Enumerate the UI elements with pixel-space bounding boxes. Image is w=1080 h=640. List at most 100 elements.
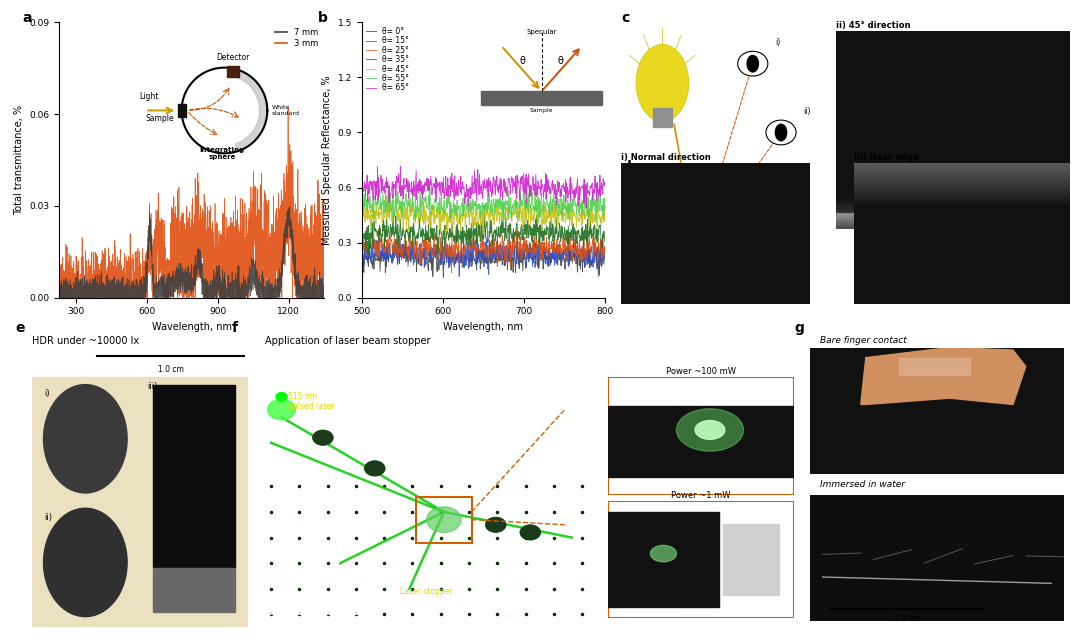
θ= 0°: [438, 234, 451, 241]
θ= 55°: [418, 197, 431, 205]
Circle shape: [268, 399, 295, 420]
θ= 45°: [499, 207, 512, 214]
θ= 15°: [418, 264, 431, 271]
θ= 25°: [418, 244, 431, 252]
θ= 55°: [467, 202, 480, 209]
θ= 25°: [373, 225, 386, 233]
θ= 25°: [445, 269, 458, 276]
Text: a: a: [23, 12, 31, 26]
θ= 65°: [399, 184, 411, 191]
Circle shape: [485, 517, 507, 532]
Ellipse shape: [43, 508, 127, 616]
θ= 35°: [539, 231, 552, 239]
Y-axis label: Total transmittance, %: Total transmittance, %: [14, 105, 24, 215]
Y-axis label: Measured Specular Reflectance, %: Measured Specular Reflectance, %: [322, 75, 333, 245]
Text: i): i): [775, 38, 781, 47]
Title: Power ~1 mW: Power ~1 mW: [671, 491, 730, 500]
θ= 35°: [499, 214, 512, 221]
Circle shape: [312, 430, 334, 445]
θ= 55°: [399, 199, 411, 207]
θ= 65°: [598, 179, 611, 187]
Text: ii) 45° direction: ii) 45° direction: [836, 21, 910, 30]
θ= 65°: [539, 186, 552, 193]
X-axis label: Wavelength, nm: Wavelength, nm: [151, 322, 232, 332]
Text: 515 nm
pulsed laser: 515 nm pulsed laser: [288, 392, 335, 411]
θ= 55°: [539, 208, 552, 216]
Circle shape: [751, 212, 762, 228]
θ= 0°: [355, 260, 368, 268]
θ= 55°: [423, 183, 436, 191]
Text: Laser stopper: Laser stopper: [401, 588, 453, 596]
θ= 25°: [499, 247, 512, 255]
Text: g: g: [795, 321, 805, 335]
Polygon shape: [861, 348, 1026, 404]
Bar: [153, 385, 235, 568]
Text: i) Normal direction: i) Normal direction: [621, 154, 711, 163]
Circle shape: [275, 392, 287, 401]
θ= 35°: [518, 218, 531, 226]
Bar: [810, 402, 1064, 468]
θ= 65°: [580, 204, 593, 212]
Text: iii): iii): [779, 195, 788, 204]
Line: θ= 0°: θ= 0°: [362, 237, 605, 277]
θ= 15°: [499, 261, 512, 269]
Line: θ= 35°: θ= 35°: [362, 205, 605, 254]
θ= 55°: [499, 196, 512, 204]
Legend: 7 mm, 3 mm: 7 mm, 3 mm: [273, 27, 320, 49]
Line: θ= 15°: θ= 15°: [362, 235, 605, 276]
θ= 25°: [518, 233, 531, 241]
θ= 0°: [539, 260, 552, 268]
θ= 45°: [380, 192, 393, 200]
Text: b: b: [319, 12, 328, 26]
Circle shape: [696, 420, 725, 440]
Bar: [639, 251, 781, 264]
θ= 45°: [476, 230, 489, 238]
θ= 55°: [355, 205, 368, 213]
θ= 25°: [399, 236, 411, 244]
θ= 0°: [467, 257, 480, 264]
θ= 15°: [465, 250, 478, 258]
Circle shape: [519, 525, 541, 540]
Text: 1.0 cm: 1.0 cm: [158, 365, 184, 374]
θ= 35°: [418, 230, 431, 238]
Line: θ= 25°: θ= 25°: [362, 229, 605, 273]
θ= 65°: [355, 173, 368, 180]
Bar: [899, 358, 970, 376]
Text: 1.0 cm: 1.0 cm: [640, 484, 660, 489]
θ= 45°: [598, 211, 611, 218]
θ= 55°: [454, 220, 467, 227]
Line: θ= 65°: θ= 65°: [362, 166, 605, 208]
Text: Application of laser beam stopper: Application of laser beam stopper: [265, 336, 430, 346]
θ= 65°: [518, 188, 531, 196]
θ= 15°: [453, 273, 465, 280]
Text: 1.0 cm: 1.0 cm: [939, 281, 967, 290]
Text: Bare finger contact: Bare finger contact: [820, 336, 907, 345]
Circle shape: [636, 44, 689, 122]
θ= 0°: [518, 252, 531, 260]
Circle shape: [747, 56, 758, 72]
Text: ii): ii): [804, 107, 811, 116]
Text: 1.0 cm: 1.0 cm: [308, 617, 332, 623]
Bar: [416, 497, 472, 543]
Ellipse shape: [43, 385, 127, 493]
Bar: [153, 568, 235, 612]
Line: θ= 45°: θ= 45°: [362, 196, 605, 234]
Line: θ= 55°: θ= 55°: [362, 187, 605, 223]
Title: Power ~100 mW: Power ~100 mW: [665, 367, 735, 376]
Bar: [653, 108, 672, 127]
Text: Immersed in water: Immersed in water: [820, 480, 905, 489]
θ= 15°: [355, 242, 368, 250]
θ= 65°: [499, 188, 512, 195]
θ= 0°: [437, 273, 450, 281]
θ= 25°: [355, 243, 368, 251]
Circle shape: [650, 545, 676, 562]
Text: d: d: [621, 160, 631, 174]
θ= 55°: [518, 190, 531, 198]
θ= 65°: [465, 172, 478, 179]
Ellipse shape: [738, 51, 768, 76]
θ= 55°: [598, 207, 611, 214]
θ= 45°: [399, 207, 411, 214]
θ= 35°: [465, 233, 478, 241]
θ= 35°: [598, 237, 611, 245]
θ= 65°: [394, 163, 407, 170]
